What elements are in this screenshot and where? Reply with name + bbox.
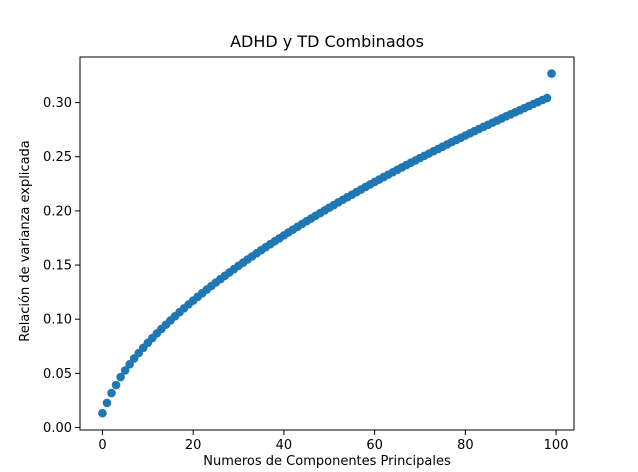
x-axis-label: Numeros de Componentes Principales (203, 454, 451, 469)
x-tick-label: 60 (366, 438, 383, 453)
y-tick-label: 0.30 (43, 96, 72, 111)
data-point (116, 372, 125, 382)
data-point (102, 398, 112, 408)
data-point (98, 408, 107, 418)
axes-frame (79, 56, 575, 431)
data-point (547, 69, 556, 78)
data-point (542, 93, 552, 103)
y-ticks: 0.00 0.05 0.10 0.15 0.20 0.25 0.30 (43, 96, 80, 436)
y-tick-label: 0.20 (43, 204, 72, 219)
x-tick-label: 20 (185, 438, 202, 453)
y-axis-label: Relación de varianza explicada (18, 140, 33, 342)
y-tick-label: 0.05 (43, 367, 72, 382)
chart-title: ADHD y TD Combinados (230, 32, 424, 51)
points-layer (98, 69, 556, 418)
x-tick-label: 40 (276, 438, 293, 453)
y-tick-label: 0.15 (43, 259, 72, 274)
x-tick-label: 100 (544, 438, 569, 453)
x-ticks: 0 20 40 60 80 100 (98, 430, 568, 453)
y-tick-label: 0.10 (43, 313, 72, 328)
data-point (107, 388, 116, 398)
x-tick-label: 0 (98, 438, 106, 453)
data-point (125, 359, 134, 369)
data-point (120, 366, 130, 375)
x-tick-label: 80 (457, 438, 474, 453)
y-tick-label: 0.00 (43, 421, 72, 436)
data-point (111, 380, 121, 390)
y-tick-label: 0.25 (43, 150, 72, 165)
